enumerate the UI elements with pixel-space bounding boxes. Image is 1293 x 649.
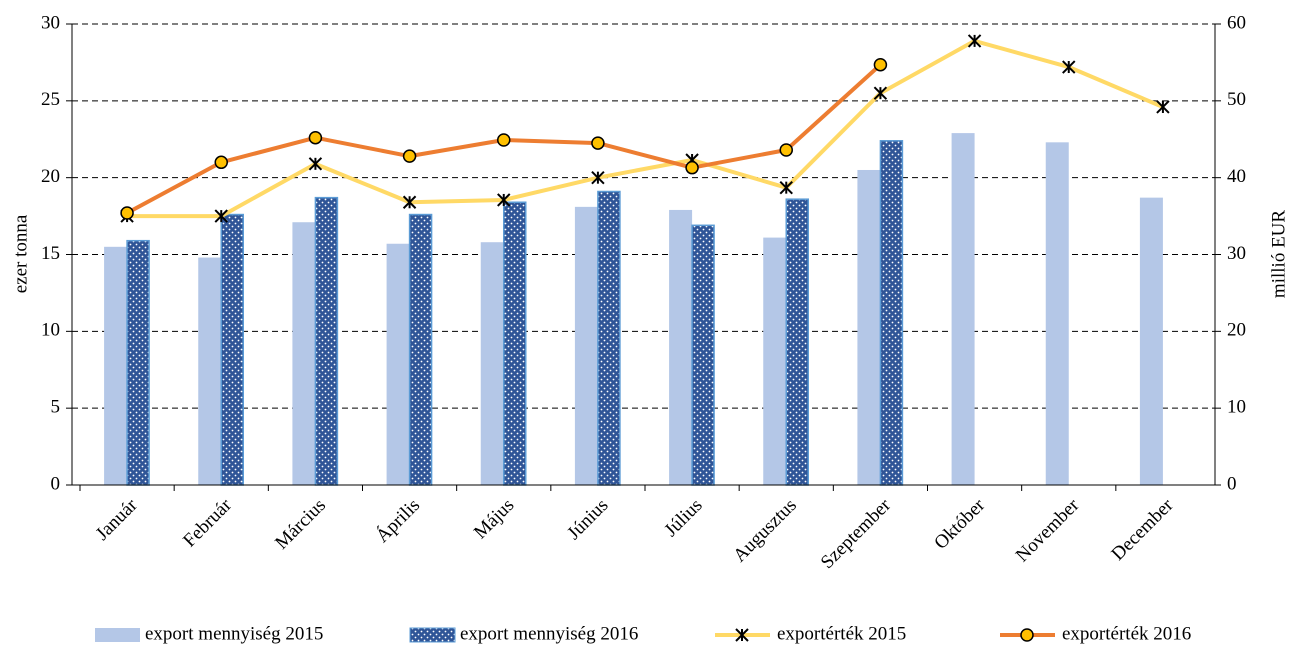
bar: [314, 196, 339, 486]
y-tick-label: 20: [41, 166, 60, 187]
bar: [198, 257, 222, 485]
bar: [574, 206, 598, 485]
y2-tick-label: 60: [1227, 12, 1246, 33]
marker: [873, 57, 888, 72]
bar: [126, 239, 150, 486]
bar: [480, 242, 504, 485]
bar: [691, 224, 715, 486]
y-axis-label: ezer tonna: [10, 214, 31, 293]
marker: [967, 34, 982, 48]
y2-tick-label: 0: [1227, 473, 1237, 494]
x-tick-label: December: [1107, 494, 1178, 565]
marker: [873, 86, 888, 100]
y-tick-label: 5: [51, 397, 61, 418]
bar: [1139, 197, 1163, 486]
bar: [669, 209, 693, 486]
marker: [308, 130, 323, 145]
x-tick-label: Május: [470, 495, 518, 543]
legend-swatch: [95, 628, 140, 642]
legend-label: export mennyiség 2015: [145, 623, 323, 644]
x-tick-label: Február: [179, 494, 236, 551]
x-tick-label: Június: [563, 495, 612, 544]
bar: [104, 246, 128, 485]
x-tick-label: Július: [660, 495, 706, 541]
y-tick-label: 10: [41, 320, 60, 341]
marker: [214, 209, 228, 223]
x-tick-label: Október: [930, 494, 989, 553]
marker: [497, 193, 511, 207]
marker: [1156, 100, 1170, 114]
marker: [735, 628, 749, 642]
bar: [408, 213, 433, 486]
legend-label: export mennyiség 2016: [460, 623, 638, 644]
marker: [214, 155, 228, 170]
x-tick-label: Április: [371, 494, 424, 547]
bar: [386, 243, 410, 485]
marker: [779, 143, 793, 157]
marker: [120, 206, 134, 220]
marker: [591, 136, 605, 150]
marker: [685, 160, 699, 175]
bar: [857, 169, 881, 485]
bar: [879, 140, 904, 486]
x-tick-label: November: [1012, 494, 1084, 566]
marker: [1020, 628, 1034, 642]
bar: [503, 201, 527, 486]
legend-swatch: [409, 627, 456, 643]
legend-label: exportérték 2015: [777, 623, 906, 644]
bar: [1045, 142, 1069, 485]
y2-tick-label: 10: [1227, 397, 1246, 418]
marker: [591, 170, 605, 185]
line: [127, 38, 1164, 219]
y2-tick-label: 30: [1227, 243, 1246, 264]
marker: [402, 195, 417, 209]
marker: [1062, 60, 1076, 74]
marker: [497, 133, 511, 147]
marker: [308, 157, 323, 171]
x-tick-label: Augusztus: [729, 495, 801, 567]
bar: [763, 237, 787, 485]
bar: [951, 133, 975, 485]
bar: [220, 213, 244, 486]
x-tick-label: Március: [271, 495, 330, 554]
y2-axis-label: millió EUR: [1268, 210, 1289, 298]
y2-tick-label: 50: [1227, 89, 1246, 110]
y2-tick-label: 40: [1227, 166, 1246, 187]
marker: [402, 149, 417, 163]
bar: [597, 190, 621, 486]
x-tick-label: Szeptember: [817, 494, 896, 573]
x-tick-label: Január: [92, 494, 142, 544]
y-tick-label: 25: [41, 89, 60, 110]
marker: [779, 180, 793, 195]
bar: [785, 198, 809, 486]
bar: [292, 222, 316, 486]
y-tick-label: 0: [51, 473, 61, 494]
y-tick-label: 30: [41, 12, 60, 33]
legend-label: exportérték 2016: [1062, 623, 1191, 644]
y2-tick-label: 20: [1227, 320, 1246, 341]
y-tick-label: 15: [41, 243, 60, 264]
